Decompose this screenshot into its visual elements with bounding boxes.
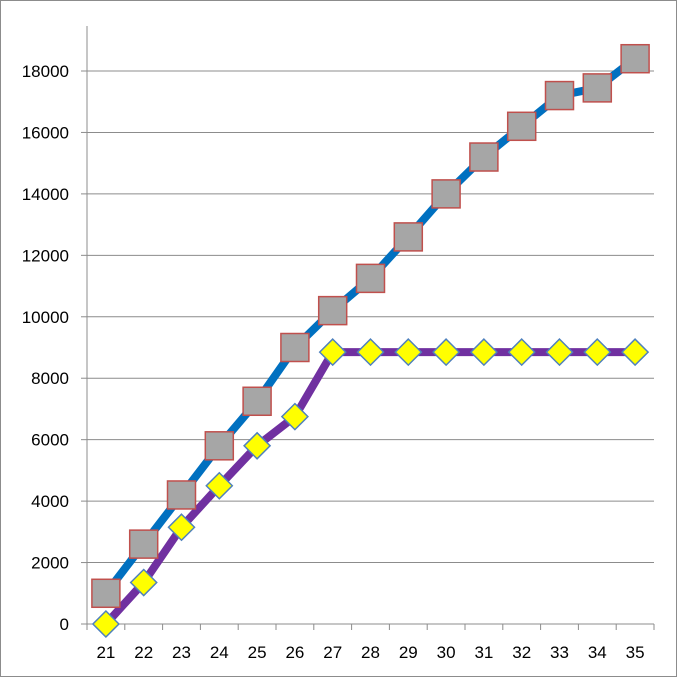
x-tick-label-31: 31 [474,643,493,662]
series-2-point-29 [394,338,423,367]
series-2-point-27 [318,338,347,367]
y-tick-labels: 0 2000 4000 6000 8000 10000 12000 14000 16000 180… [22,62,69,634]
x-tick-label-27: 27 [323,643,342,662]
series-2-point-25 [243,431,272,460]
y-tick-label-16000: 16000 [22,123,69,142]
series-1-point-26 [280,332,310,363]
y-tick-label-2000: 2000 [31,554,69,573]
y-tick-label-6000: 6000 [31,431,69,450]
series-2-point-34 [583,338,612,367]
series-1-point-21 [91,578,121,609]
series-2-point-23 [167,513,196,542]
x-tick-label-29: 29 [399,643,418,662]
series-2-point-31 [469,338,498,367]
series-2-point-33 [545,338,574,367]
series-2-point-35 [621,338,650,367]
series-2-point-22 [129,568,158,597]
x-tick-label-30: 30 [437,643,456,662]
series-2-point-28 [356,338,385,367]
x-tick-label-22: 22 [134,643,153,662]
x-tick-label-26: 26 [285,643,304,662]
series-1-point-34 [582,73,613,103]
series-1-point-35 [620,43,650,74]
x-tick-label-32: 32 [512,643,531,662]
y-tick-label-10000: 10000 [22,308,69,327]
series-1-point-32 [506,111,537,142]
x-tick-label-24: 24 [210,643,229,662]
x-tick-labels: 21 22 23 24 25 26 27 28 29 30 31 32 33 34 35 [96,643,644,662]
series-1-point-24 [204,431,235,461]
x-tick-label-25: 25 [248,643,267,662]
series-2-point-26 [280,402,309,431]
series-1-point-27 [317,295,348,326]
series-1-point-28 [355,263,386,294]
y-tick-label-8000: 8000 [31,369,69,388]
series-1-point-30 [431,179,461,209]
y-tick-label-14000: 14000 [22,185,69,204]
series-group [91,43,650,639]
y-tick-label-0: 0 [60,615,69,634]
x-tick-label-28: 28 [361,643,380,662]
series-1-point-23 [166,480,197,510]
series-1-point-22 [128,529,159,559]
axes [81,26,655,630]
series-2-point-21 [91,609,120,639]
series-2-point-24 [205,471,234,500]
x-tick-label-34: 34 [588,643,607,662]
x-tick-label-23: 23 [172,643,191,662]
x-tick-label-33: 33 [550,643,569,662]
y-tick-label-18000: 18000 [22,62,69,81]
series-1-point-31 [469,142,499,172]
series-2-point-32 [507,338,536,367]
series-2-point-30 [432,338,461,367]
x-tick-label-21: 21 [96,643,115,662]
y-tick-label-4000: 4000 [31,492,69,511]
series-1-point-25 [242,386,272,417]
series-1-point-33 [544,80,575,111]
series-1-point-29 [393,222,424,252]
series-1-line [101,54,640,598]
x-tick-label-35: 35 [626,643,645,662]
y-tick-label-12000: 12000 [22,246,69,265]
